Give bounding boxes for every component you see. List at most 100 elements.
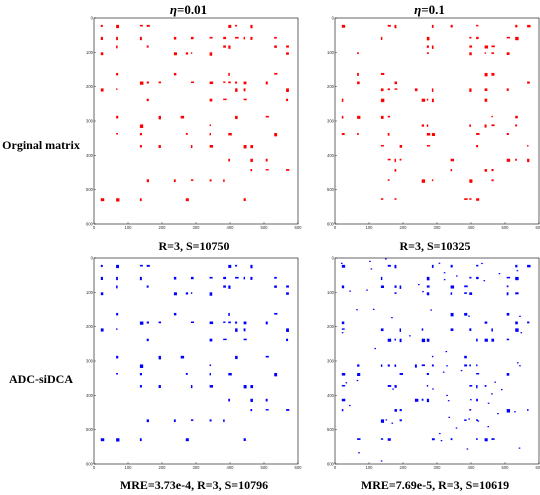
x-tick-label: 0	[334, 465, 337, 470]
heatmap-cell	[469, 179, 473, 183]
noise-cell	[374, 347, 377, 350]
heatmap-cell	[491, 124, 495, 127]
heatmap-cell	[235, 264, 238, 267]
heatmap-cell	[431, 438, 435, 441]
heatmap-cell	[180, 115, 185, 119]
heatmap-cell	[426, 292, 430, 296]
heatmap-cell	[146, 338, 149, 342]
noise-cell	[385, 419, 388, 421]
heatmap-cell	[243, 145, 247, 149]
row-label-original: Orginal matrix	[2, 138, 80, 152]
heatmap-cell	[228, 158, 231, 162]
heatmap-cell	[469, 276, 472, 279]
heatmap-cell	[158, 115, 161, 120]
heatmap-cell	[100, 328, 104, 332]
heatmap-cell	[228, 72, 230, 76]
heatmap-cell	[209, 419, 212, 422]
heatmap-cell	[394, 198, 397, 200]
heatmap-cell	[265, 321, 268, 325]
heatmap-cell	[228, 45, 231, 49]
heatmap-cell	[235, 276, 239, 279]
heatmap-cell	[341, 24, 346, 28]
heatmap-cell	[476, 338, 478, 342]
heatmap-cell	[100, 292, 104, 296]
heatmap-cell	[209, 81, 214, 85]
heatmap-cell	[431, 98, 434, 103]
y-tick-label: 300	[327, 359, 335, 364]
heatmap-cell	[228, 81, 231, 84]
noise-cell	[516, 362, 519, 364]
noise-cell	[358, 452, 360, 454]
noise-cell	[356, 309, 358, 311]
heatmap-cell	[209, 133, 211, 136]
heatmap-cell	[173, 36, 177, 40]
heatmap-cell	[100, 24, 103, 28]
heatmap-cell	[506, 292, 509, 296]
heatmap-cell	[484, 338, 488, 342]
heatmap-cell	[173, 419, 176, 422]
y-tick-label: 400	[86, 153, 94, 158]
heatmap-cell	[190, 52, 193, 54]
x-tick-label: 200	[400, 225, 408, 230]
heatmap-cell	[265, 81, 268, 85]
heatmap-cell	[421, 179, 426, 183]
heatmap-cell	[380, 198, 384, 200]
heatmap-cell	[469, 409, 472, 411]
heatmap-cell	[223, 321, 226, 323]
heatmap-cell	[235, 36, 239, 39]
heatmap-cell	[223, 419, 225, 423]
heatmap-cell	[464, 292, 467, 294]
x-tick-label: 600	[536, 465, 540, 470]
heatmap-cell	[515, 115, 518, 119]
heatmap-cell	[399, 145, 403, 148]
heatmap-cell	[209, 292, 213, 296]
heatmap-cell	[286, 45, 289, 48]
heatmap-cell	[506, 158, 511, 162]
heatmap-cell	[228, 321, 231, 324]
heatmap-cell	[431, 179, 434, 182]
x-tick-label: 500	[502, 225, 510, 230]
heatmap-cell	[265, 409, 269, 411]
x-tick-label: 400	[227, 225, 235, 230]
heatmap-cell	[484, 45, 489, 49]
noise-cell	[519, 365, 521, 367]
heatmap-cell	[476, 398, 478, 402]
heatmap-cell	[100, 264, 103, 268]
heatmap-cell	[265, 398, 268, 402]
heatmap-cell	[469, 364, 471, 367]
noise-cell	[468, 315, 470, 317]
column-title-eta-001: η=0.01	[169, 2, 208, 17]
heatmap-cell	[491, 115, 493, 118]
heatmap-cell	[223, 276, 227, 280]
heatmap-cell	[139, 124, 144, 128]
noise-cell	[477, 420, 480, 422]
heatmap-cell	[116, 285, 118, 289]
heatmap-cell	[116, 133, 118, 135]
noise-cell	[443, 279, 446, 281]
heatmap-cell	[146, 45, 149, 48]
y-tick-label: 200	[327, 84, 335, 89]
y-tick-label: 600	[327, 222, 335, 227]
heatmap-cell	[469, 88, 472, 92]
noise-cell	[448, 416, 451, 418]
heatmap-cell	[265, 158, 268, 162]
heatmap-cell	[286, 292, 289, 295]
heatmap-cell	[209, 321, 214, 325]
y-tick-label: 500	[86, 187, 94, 192]
noise-cell	[432, 388, 434, 390]
heatmap-cell	[426, 98, 429, 101]
heatmap-cell	[506, 276, 511, 279]
y-tick-label: 600	[327, 462, 335, 467]
noise-cell	[460, 370, 463, 372]
x-tick-label: 100	[125, 225, 133, 230]
heatmap-cell	[243, 81, 247, 85]
heatmap-cells	[341, 24, 531, 201]
heatmap-cell	[235, 355, 238, 360]
heatmap-cell	[431, 88, 434, 92]
heatmap-cell	[506, 285, 509, 288]
heatmap-cell	[380, 364, 383, 367]
x-tick-label: 300	[434, 225, 442, 230]
heatmap-cell	[274, 312, 278, 315]
noise-cell	[497, 413, 499, 415]
heatmap-cell	[399, 328, 402, 332]
